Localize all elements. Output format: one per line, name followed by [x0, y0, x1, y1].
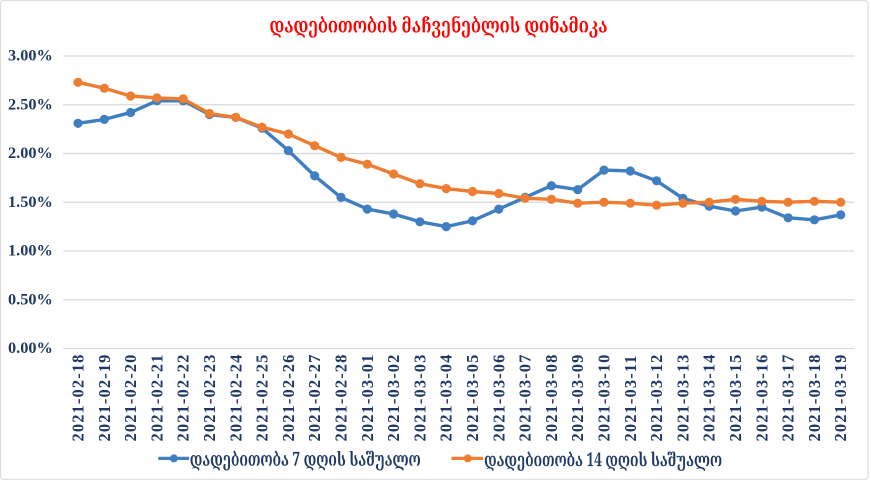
- svg-text:0.00%: 0.00%: [8, 338, 53, 357]
- svg-text:2021-02-27: 2021-02-27: [305, 354, 324, 442]
- svg-text:2021-03-05: 2021-03-05: [463, 354, 482, 442]
- svg-text:2021-02-28: 2021-02-28: [332, 354, 351, 442]
- svg-text:2021-02-20: 2021-02-20: [121, 354, 140, 442]
- svg-text:2021-03-11: 2021-03-11: [621, 354, 640, 441]
- svg-text:2021-03-13: 2021-03-13: [673, 354, 692, 442]
- svg-text:2021-02-22: 2021-02-22: [174, 354, 193, 442]
- svg-text:2021-02-23: 2021-02-23: [200, 354, 219, 442]
- svg-text:2021-02-19: 2021-02-19: [95, 354, 114, 442]
- svg-text:2.00%: 2.00%: [8, 143, 53, 162]
- svg-text:2021-02-18: 2021-02-18: [69, 354, 88, 442]
- svg-text:2021-03-01: 2021-03-01: [358, 354, 377, 442]
- svg-text:2021-03-09: 2021-03-09: [568, 354, 587, 442]
- svg-text:2021-03-14: 2021-03-14: [700, 354, 719, 442]
- svg-text:1.50%: 1.50%: [8, 192, 53, 211]
- svg-text:2021-03-02: 2021-03-02: [384, 354, 403, 442]
- svg-text:2021-03-08: 2021-03-08: [542, 354, 561, 442]
- svg-text:2021-03-03: 2021-03-03: [410, 354, 429, 442]
- svg-text:2021-03-18: 2021-03-18: [805, 354, 824, 442]
- svg-text:2021-03-12: 2021-03-12: [647, 354, 666, 442]
- svg-text:2.50%: 2.50%: [8, 94, 53, 113]
- svg-text:2021-03-06: 2021-03-06: [489, 354, 508, 442]
- svg-text:2021-02-21: 2021-02-21: [147, 354, 166, 442]
- svg-text:2021-03-10: 2021-03-10: [595, 354, 614, 442]
- svg-text:2021-03-07: 2021-03-07: [516, 354, 535, 442]
- svg-text:2021-03-04: 2021-03-04: [437, 354, 456, 442]
- svg-text:2021-03-19: 2021-03-19: [831, 354, 850, 442]
- svg-text:2021-02-25: 2021-02-25: [253, 354, 272, 442]
- svg-text:2021-03-16: 2021-03-16: [752, 354, 771, 442]
- svg-text:2021-02-26: 2021-02-26: [279, 354, 298, 442]
- svg-text:0.50%: 0.50%: [8, 289, 53, 308]
- svg-text:2021-03-15: 2021-03-15: [726, 354, 745, 442]
- svg-text:2021-02-24: 2021-02-24: [226, 354, 245, 442]
- svg-text:2021-03-17: 2021-03-17: [779, 354, 798, 442]
- svg-text:1.00%: 1.00%: [8, 241, 53, 260]
- svg-text:3.00%: 3.00%: [8, 46, 53, 65]
